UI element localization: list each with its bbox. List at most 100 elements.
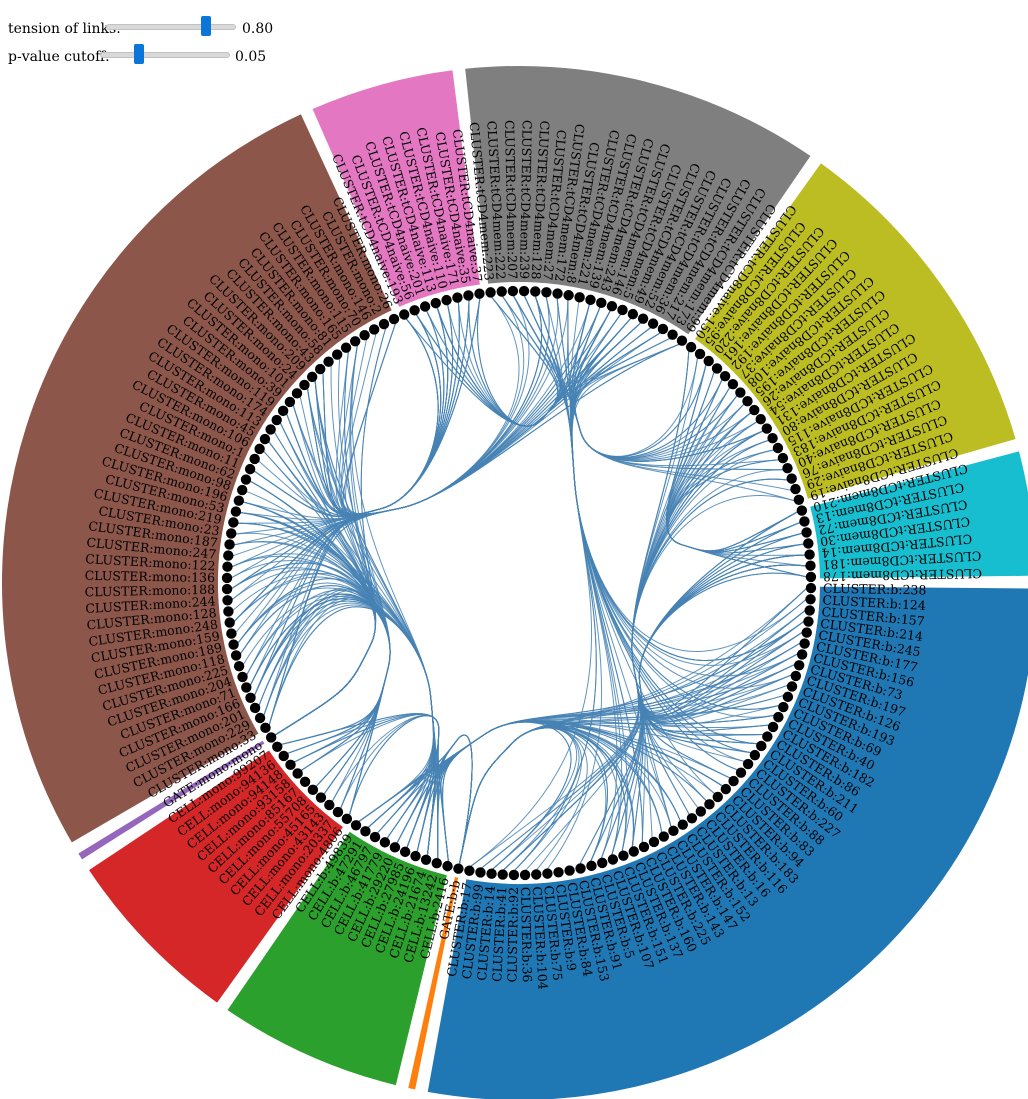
node-dot[interactable] bbox=[518, 285, 530, 297]
node-dot[interactable] bbox=[277, 405, 289, 417]
node-dot[interactable] bbox=[773, 711, 784, 723]
node-dot[interactable] bbox=[226, 528, 237, 539]
node-dot[interactable] bbox=[575, 863, 586, 874]
node-dot[interactable] bbox=[755, 414, 766, 425]
node-dot[interactable] bbox=[676, 335, 688, 346]
node-dot[interactable] bbox=[388, 313, 400, 325]
node-dot[interactable] bbox=[803, 538, 814, 549]
node-dot[interactable] bbox=[782, 691, 794, 703]
node-dot[interactable] bbox=[677, 819, 688, 830]
node-dot[interactable] bbox=[265, 732, 277, 743]
node-dot[interactable] bbox=[596, 297, 607, 309]
node-dot[interactable] bbox=[350, 336, 361, 347]
node-dot[interactable] bbox=[728, 775, 739, 787]
node-dot[interactable] bbox=[778, 701, 789, 713]
node-dot[interactable] bbox=[442, 860, 453, 872]
node-dot[interactable] bbox=[749, 404, 760, 416]
node-dot[interactable] bbox=[786, 681, 798, 692]
node-dot[interactable] bbox=[761, 423, 773, 434]
node-dot[interactable] bbox=[271, 414, 282, 426]
node-dot[interactable] bbox=[767, 432, 778, 444]
node-dot[interactable] bbox=[233, 661, 245, 672]
node-dot[interactable] bbox=[299, 379, 310, 391]
node-dot[interactable] bbox=[278, 750, 289, 762]
node-dot[interactable] bbox=[564, 865, 575, 876]
node-dot[interactable] bbox=[224, 539, 235, 550]
node-dot[interactable] bbox=[486, 868, 497, 879]
node-dot[interactable] bbox=[801, 627, 812, 638]
node-dot[interactable] bbox=[307, 784, 319, 796]
node-dot[interactable] bbox=[359, 329, 370, 341]
node-dot[interactable] bbox=[637, 313, 649, 324]
node-dot[interactable] bbox=[340, 342, 352, 353]
node-dot[interactable] bbox=[409, 305, 420, 316]
node-dot[interactable] bbox=[648, 836, 660, 848]
node-dot[interactable] bbox=[686, 813, 698, 824]
node-dot[interactable] bbox=[638, 841, 650, 853]
node-dot[interactable] bbox=[464, 865, 475, 876]
node-dot[interactable] bbox=[474, 288, 485, 299]
node-dot[interactable] bbox=[541, 287, 552, 298]
node-dot[interactable] bbox=[756, 740, 767, 752]
node-dot[interactable] bbox=[496, 286, 507, 297]
node-dot[interactable] bbox=[804, 605, 815, 616]
node-dot[interactable] bbox=[332, 806, 344, 818]
node-dot[interactable] bbox=[306, 371, 318, 383]
node-dot[interactable] bbox=[711, 363, 723, 374]
node-dot[interactable] bbox=[420, 854, 432, 866]
node-dot[interactable] bbox=[793, 660, 805, 671]
node-dot[interactable] bbox=[685, 341, 697, 353]
node-dot[interactable] bbox=[245, 692, 256, 703]
node-dot[interactable] bbox=[790, 670, 802, 682]
node-dot[interactable] bbox=[350, 820, 362, 831]
node-dot[interactable] bbox=[230, 650, 242, 661]
node-dot[interactable] bbox=[727, 379, 739, 390]
node-dot[interactable] bbox=[742, 395, 753, 407]
node-dot[interactable] bbox=[585, 294, 596, 306]
node-dot[interactable] bbox=[796, 649, 808, 660]
node-dot[interactable] bbox=[453, 863, 464, 874]
node-dot[interactable] bbox=[507, 285, 519, 297]
node-dot[interactable] bbox=[237, 671, 248, 683]
node-dot[interactable] bbox=[240, 474, 252, 485]
node-dot[interactable] bbox=[224, 617, 235, 628]
node-dot[interactable] bbox=[431, 857, 442, 869]
node-dot[interactable] bbox=[704, 799, 715, 810]
node-dot[interactable] bbox=[805, 571, 817, 583]
tension-slider[interactable] bbox=[106, 16, 236, 36]
node-dot[interactable] bbox=[720, 783, 732, 795]
node-dot[interactable] bbox=[552, 288, 563, 299]
node-dot[interactable] bbox=[658, 831, 670, 842]
node-dot[interactable] bbox=[617, 304, 628, 316]
node-dot[interactable] bbox=[341, 813, 353, 825]
node-dot[interactable] bbox=[265, 424, 276, 435]
node-dot[interactable] bbox=[742, 758, 754, 770]
node-dot[interactable] bbox=[805, 582, 817, 594]
node-dot[interactable] bbox=[475, 867, 486, 878]
node-dot[interactable] bbox=[254, 712, 266, 724]
node-dot[interactable] bbox=[291, 388, 303, 399]
node-dot[interactable] bbox=[735, 767, 747, 778]
node-dot[interactable] bbox=[368, 324, 380, 335]
node-dot[interactable] bbox=[272, 741, 283, 752]
node-dot[interactable] bbox=[530, 286, 541, 297]
node-dot[interactable] bbox=[519, 869, 531, 881]
node-dot[interactable] bbox=[719, 370, 731, 382]
node-dot[interactable] bbox=[793, 494, 805, 505]
node-dot[interactable] bbox=[260, 722, 271, 734]
node-dot[interactable] bbox=[228, 639, 239, 650]
node-dot[interactable] bbox=[419, 301, 431, 312]
node-dot[interactable] bbox=[796, 505, 808, 516]
node-dot[interactable] bbox=[799, 638, 810, 649]
node-dot[interactable] bbox=[324, 799, 335, 811]
node-dot[interactable] bbox=[618, 850, 629, 861]
node-dot[interactable] bbox=[399, 846, 411, 858]
node-dot[interactable] bbox=[292, 768, 303, 779]
node-dot[interactable] bbox=[285, 759, 296, 771]
node-dot[interactable] bbox=[284, 396, 296, 408]
node-dot[interactable] bbox=[695, 806, 707, 817]
node-dot[interactable] bbox=[360, 826, 371, 837]
node-dot[interactable] bbox=[410, 850, 421, 862]
pvalue-slider-handle[interactable] bbox=[134, 44, 145, 64]
node-dot[interactable] bbox=[508, 869, 520, 881]
